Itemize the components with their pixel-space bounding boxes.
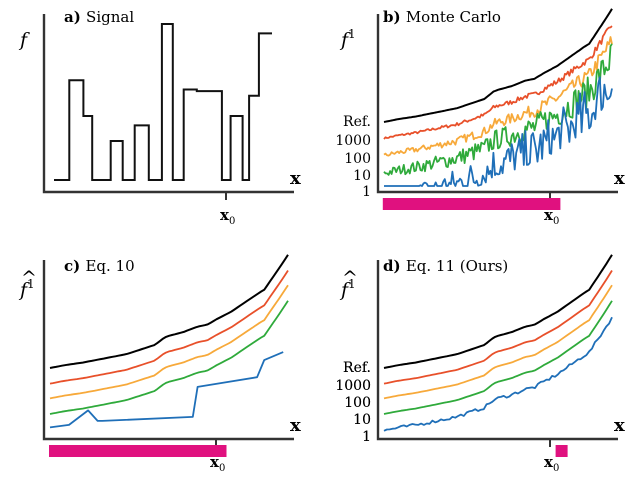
c-level-label-4: 1 bbox=[362, 429, 371, 445]
d-series-Ref. bbox=[383, 254, 613, 369]
b-series-1000 bbox=[383, 25, 613, 140]
b-title: b) Monte Carlo bbox=[383, 8, 501, 26]
d-x0-subscript: 0 bbox=[553, 463, 559, 474]
d-title-text: Eq. 11 (Ours) bbox=[406, 257, 508, 275]
c-title-prefix: c) bbox=[64, 257, 85, 275]
a-title-prefix: a) bbox=[64, 8, 86, 26]
d-level-label-4: 1 bbox=[362, 429, 371, 445]
b-title-text: Monte Carlo bbox=[406, 8, 501, 26]
b-x0-subscript: 0 bbox=[553, 216, 559, 227]
a-title: a) Signal bbox=[64, 8, 134, 26]
a-x-label: x bbox=[290, 168, 301, 189]
d-level-label-1: 1000 bbox=[335, 378, 371, 394]
d-y-label-sup: 1 bbox=[348, 277, 356, 291]
d-title: d) Eq. 11 (Ours) bbox=[383, 257, 508, 275]
c-range-bar bbox=[49, 445, 227, 457]
a-y-label: f bbox=[18, 29, 30, 51]
c-level-label-0: Ref. bbox=[343, 360, 371, 376]
a-axes bbox=[42, 14, 294, 194]
c-x-label: x bbox=[290, 415, 301, 436]
c-y-label-hat: ^ bbox=[21, 267, 37, 289]
b-y-label: f1 bbox=[339, 27, 356, 51]
d-level-label-0: Ref. bbox=[343, 360, 371, 376]
b-level-label-4: 1 bbox=[362, 184, 371, 200]
panel-a-signal: a) Signal f x x0 bbox=[18, 8, 301, 227]
a-signal-line bbox=[54, 23, 272, 181]
b-level-label-3: 10 bbox=[353, 168, 371, 184]
a-x0-label: x0 bbox=[220, 206, 235, 227]
d-series-1 bbox=[383, 316, 613, 432]
b-range-bar bbox=[382, 198, 561, 210]
c-series-Ref. bbox=[49, 254, 289, 369]
b-level-label-0: Ref. bbox=[343, 114, 371, 130]
d-title-prefix: d) bbox=[383, 257, 406, 275]
b-x-label: x bbox=[614, 168, 625, 189]
d-series-10 bbox=[383, 300, 613, 415]
d-y-label-hat: ^ bbox=[342, 267, 358, 289]
c-level-label-2: 100 bbox=[344, 395, 371, 411]
d-axes bbox=[376, 260, 618, 441]
c-title-text: Eq. 10 bbox=[85, 257, 134, 275]
b-series-1 bbox=[384, 76, 613, 187]
c-x0-subscript: 0 bbox=[219, 463, 225, 474]
d-series-100 bbox=[383, 284, 613, 400]
d-x-label: x bbox=[614, 415, 625, 436]
d-level-label-2: 100 bbox=[344, 395, 371, 411]
c-series-1 bbox=[49, 351, 284, 429]
a-title-text: Signal bbox=[86, 8, 134, 26]
b-series-10 bbox=[383, 43, 613, 176]
b-series-100 bbox=[383, 36, 613, 157]
a-x0-subscript: 0 bbox=[229, 216, 235, 227]
c-series-10 bbox=[49, 300, 289, 415]
b-axes bbox=[376, 14, 618, 194]
c-level-label-1: 1000 bbox=[335, 378, 371, 394]
d-level-label-3: 10 bbox=[353, 412, 371, 428]
c-level-label-3: 10 bbox=[353, 412, 371, 428]
b-level-label-2: 100 bbox=[344, 151, 371, 167]
c-title: c) Eq. 10 bbox=[64, 257, 135, 275]
b-series-Ref. bbox=[383, 8, 613, 123]
d-range-bar bbox=[555, 445, 568, 457]
d-series-1000 bbox=[383, 270, 613, 385]
c-series-1000 bbox=[49, 270, 289, 385]
b-title-prefix: b) bbox=[383, 8, 406, 26]
b-y-label-sup: 1 bbox=[348, 27, 356, 41]
c-axes bbox=[42, 260, 294, 441]
c-series-100 bbox=[49, 284, 289, 400]
c-y-label-sup: 1 bbox=[27, 277, 35, 291]
b-level-label-1: 1000 bbox=[335, 133, 371, 149]
